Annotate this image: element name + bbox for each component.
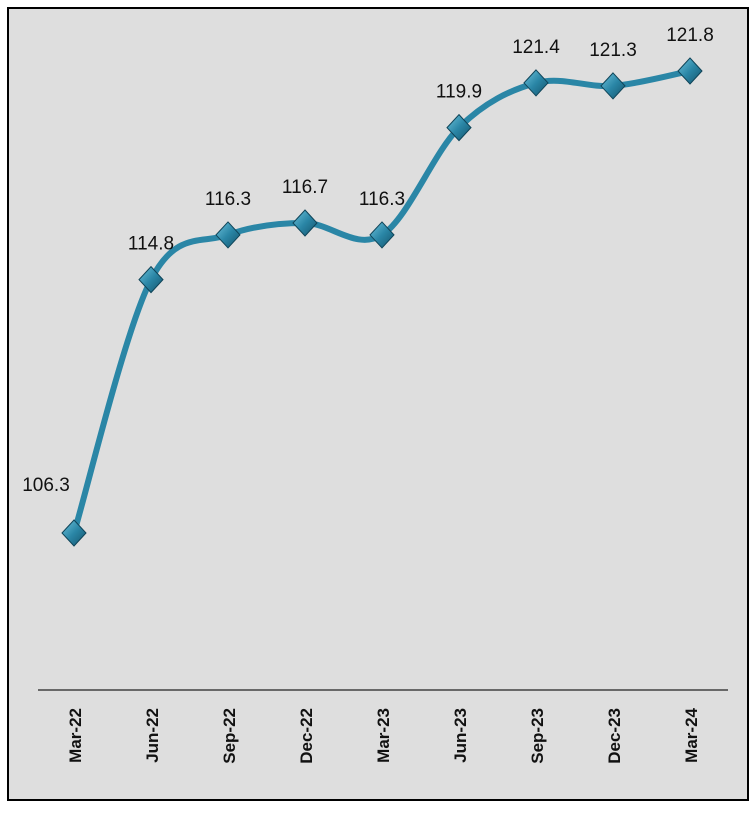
- data-label: 121.4: [512, 37, 560, 58]
- x-tick-label: Mar-24: [682, 707, 701, 762]
- marker: [292, 209, 318, 237]
- x-tick-label: Sep-23: [528, 708, 547, 764]
- x-tick-label: Mar-23: [374, 708, 393, 763]
- marker: [215, 221, 241, 249]
- marker: [600, 72, 626, 100]
- data-label: 116.7: [282, 177, 328, 198]
- x-tick-label: Dec-23: [605, 708, 624, 764]
- data-label: 114.8: [128, 234, 174, 255]
- x-tick-label: Jun-23: [451, 708, 470, 763]
- marker: [138, 265, 164, 294]
- x-tick-label: Dec-22: [297, 708, 316, 764]
- data-label: 119.9: [436, 82, 482, 103]
- x-tick-label: Mar-22: [66, 708, 85, 763]
- x-tick-label: Sep-22: [220, 708, 239, 764]
- x-tick-label: Jun-22: [143, 708, 162, 763]
- data-label: 116.3: [359, 189, 405, 210]
- marker: [369, 221, 395, 249]
- data-label: 116.3: [205, 189, 251, 210]
- data-label: 121.3: [589, 40, 637, 61]
- data-label: 106.3: [22, 475, 70, 496]
- marker: [446, 113, 472, 142]
- chart-frame: [7, 7, 749, 801]
- marker: [523, 69, 549, 97]
- data-label: 121.8: [666, 25, 714, 46]
- marker: [61, 519, 87, 547]
- marker: [677, 57, 703, 85]
